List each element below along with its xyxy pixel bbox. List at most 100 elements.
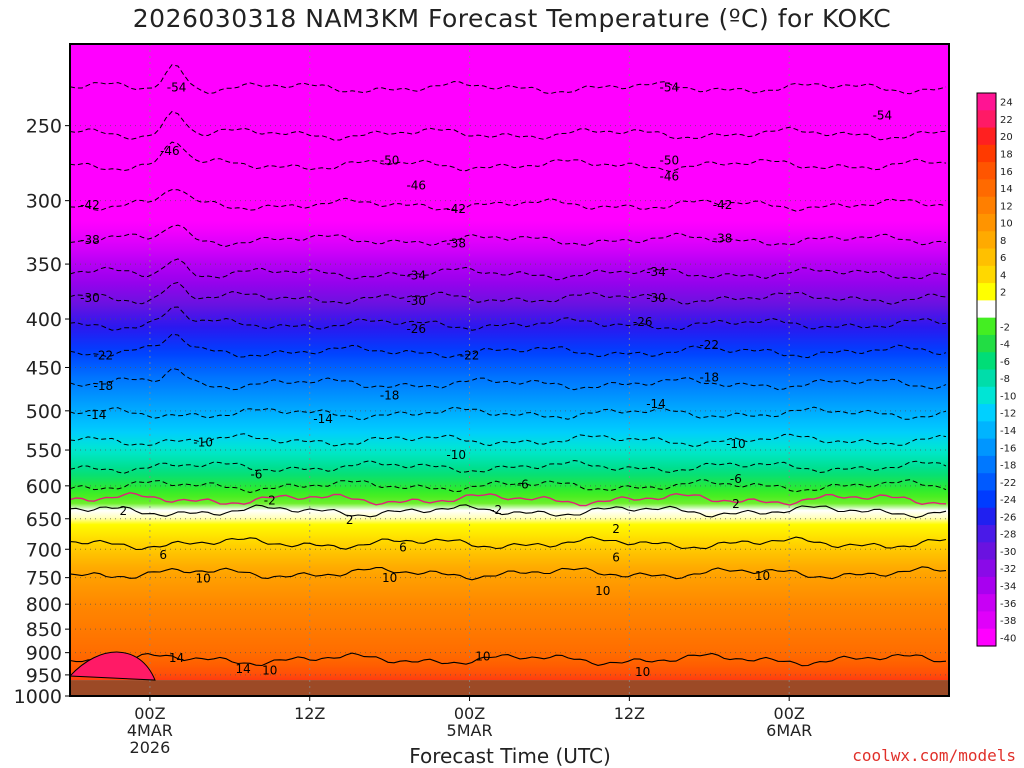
contour-label: -42 bbox=[80, 198, 100, 212]
colorbar-label: -8 bbox=[1000, 374, 1010, 385]
y-tick-label: 900 bbox=[26, 643, 62, 665]
contour-label: -18 bbox=[93, 379, 113, 393]
colorbar-label: -36 bbox=[1000, 599, 1016, 610]
colorbar-swatch bbox=[977, 162, 996, 181]
colorbar-swatch bbox=[977, 507, 996, 526]
y-tick-label: 450 bbox=[26, 357, 62, 379]
x-tick-label: 4MAR bbox=[127, 721, 173, 740]
contour-line bbox=[69, 224, 947, 247]
colorbar-swatch bbox=[977, 369, 996, 388]
colorbar-swatch bbox=[977, 144, 996, 163]
contour-label: 2 bbox=[612, 522, 620, 536]
contour-line bbox=[69, 281, 947, 305]
colorbar-label: 18 bbox=[1000, 149, 1013, 160]
colorbar-swatch bbox=[977, 317, 996, 336]
colorbar-frame bbox=[976, 92, 997, 647]
colorbar-label: -38 bbox=[1000, 616, 1016, 627]
colorbar-swatch bbox=[977, 352, 996, 371]
chart-title: 2026030318 NAM3KM Forecast Temperature (… bbox=[132, 4, 892, 33]
colorbar-swatch bbox=[977, 334, 996, 353]
contour-label: 14 bbox=[169, 651, 184, 665]
colorbar-label: -22 bbox=[1000, 478, 1016, 489]
y-tick-label: 750 bbox=[26, 568, 62, 590]
ground-below-surface bbox=[70, 680, 949, 696]
colorbar-label: -16 bbox=[1000, 443, 1016, 454]
colorbar-label: 10 bbox=[1000, 219, 1013, 230]
contour-label: -34 bbox=[406, 269, 426, 283]
colorbar-label: -32 bbox=[1000, 564, 1016, 575]
plot-frame bbox=[69, 43, 950, 697]
colorbar-swatch bbox=[977, 455, 996, 474]
colorbar-label: 14 bbox=[1000, 184, 1013, 195]
contour-label: -38 bbox=[446, 237, 466, 251]
contour-label: -26 bbox=[406, 322, 426, 336]
contour-line bbox=[69, 64, 947, 95]
contour-label: 10 bbox=[382, 571, 397, 585]
y-tick-label: 850 bbox=[26, 619, 62, 641]
contour-label: -46 bbox=[160, 144, 180, 158]
y-tick-label: 800 bbox=[26, 594, 62, 616]
x-tick-label: 5MAR bbox=[447, 721, 493, 740]
contour-line bbox=[69, 333, 947, 359]
contour-label: -30 bbox=[406, 294, 426, 308]
colorbar-label: -40 bbox=[1000, 633, 1016, 644]
y-tick-label: 600 bbox=[26, 476, 62, 498]
contour-label: -50 bbox=[660, 153, 680, 167]
warm-pocket bbox=[68, 651, 156, 681]
y-tick-label: 550 bbox=[26, 440, 62, 462]
contour-label: -42 bbox=[446, 202, 466, 216]
contour-line bbox=[69, 491, 947, 507]
colorbar-label: 12 bbox=[1000, 201, 1013, 212]
colorbar-label: 20 bbox=[1000, 132, 1013, 143]
contour-label: -38 bbox=[80, 233, 100, 247]
colorbar-swatch bbox=[977, 542, 996, 561]
colorbar-label: -14 bbox=[1000, 426, 1016, 437]
colorbar-swatch bbox=[977, 93, 996, 111]
colorbar-swatch bbox=[977, 213, 996, 232]
contour-line bbox=[69, 504, 947, 519]
colorbar-swatch bbox=[977, 265, 996, 284]
contour-line bbox=[69, 433, 947, 448]
x-tick-label: 6MAR bbox=[766, 721, 812, 740]
contour-label: 2 bbox=[119, 504, 127, 518]
contour-line bbox=[69, 406, 947, 421]
contour-label: 14 bbox=[235, 662, 250, 676]
colorbar-label: -6 bbox=[1000, 357, 1010, 368]
contour-label: 10 bbox=[755, 569, 770, 583]
colorbar-swatch bbox=[977, 231, 996, 250]
contour-label: -42 bbox=[713, 198, 733, 212]
colorbar-swatch bbox=[977, 438, 996, 457]
y-tick-label: 350 bbox=[26, 254, 62, 276]
contour-label: -2 bbox=[490, 503, 502, 517]
contour-label: -10 bbox=[726, 437, 746, 451]
colorbar-label: -2 bbox=[1000, 322, 1010, 333]
contour-label: -30 bbox=[646, 291, 666, 305]
x-tick-label: 12Z bbox=[294, 704, 325, 723]
credit-link[interactable]: coolwx.com/models bbox=[852, 746, 1016, 765]
contour-line bbox=[69, 367, 947, 391]
contour-label: 2 bbox=[346, 513, 354, 527]
colorbar-swatch bbox=[977, 386, 996, 405]
colorbar-label: 22 bbox=[1000, 115, 1013, 126]
colorbar-swatch bbox=[977, 127, 996, 146]
colorbar-swatch bbox=[977, 611, 996, 630]
y-tick-label: 300 bbox=[26, 191, 62, 213]
contour-label: -38 bbox=[713, 232, 733, 246]
contour-label: -14 bbox=[87, 408, 107, 422]
colorbar-swatch bbox=[977, 421, 996, 440]
colorbar-swatch bbox=[977, 525, 996, 543]
contour-line bbox=[69, 566, 947, 581]
contour-label: 10 bbox=[196, 572, 211, 586]
colorbar-swatch bbox=[977, 248, 996, 267]
contour-label: -6 bbox=[517, 477, 529, 491]
x-tick-label: 00Z bbox=[774, 704, 805, 723]
contour-label: -54 bbox=[167, 81, 187, 95]
contour-line bbox=[69, 652, 947, 667]
x-axis-label: Forecast Time (UTC) bbox=[409, 744, 611, 768]
contour-label: -6 bbox=[730, 472, 742, 486]
contour-label: -46 bbox=[660, 170, 680, 184]
temperature-field bbox=[70, 44, 949, 681]
colorbar-label: 2 bbox=[1000, 288, 1006, 299]
y-tick-label: 500 bbox=[26, 401, 62, 423]
